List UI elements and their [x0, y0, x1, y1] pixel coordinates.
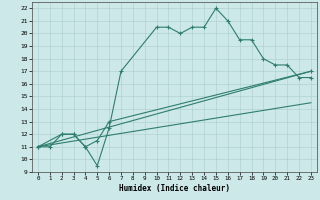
- X-axis label: Humidex (Indice chaleur): Humidex (Indice chaleur): [119, 184, 230, 193]
